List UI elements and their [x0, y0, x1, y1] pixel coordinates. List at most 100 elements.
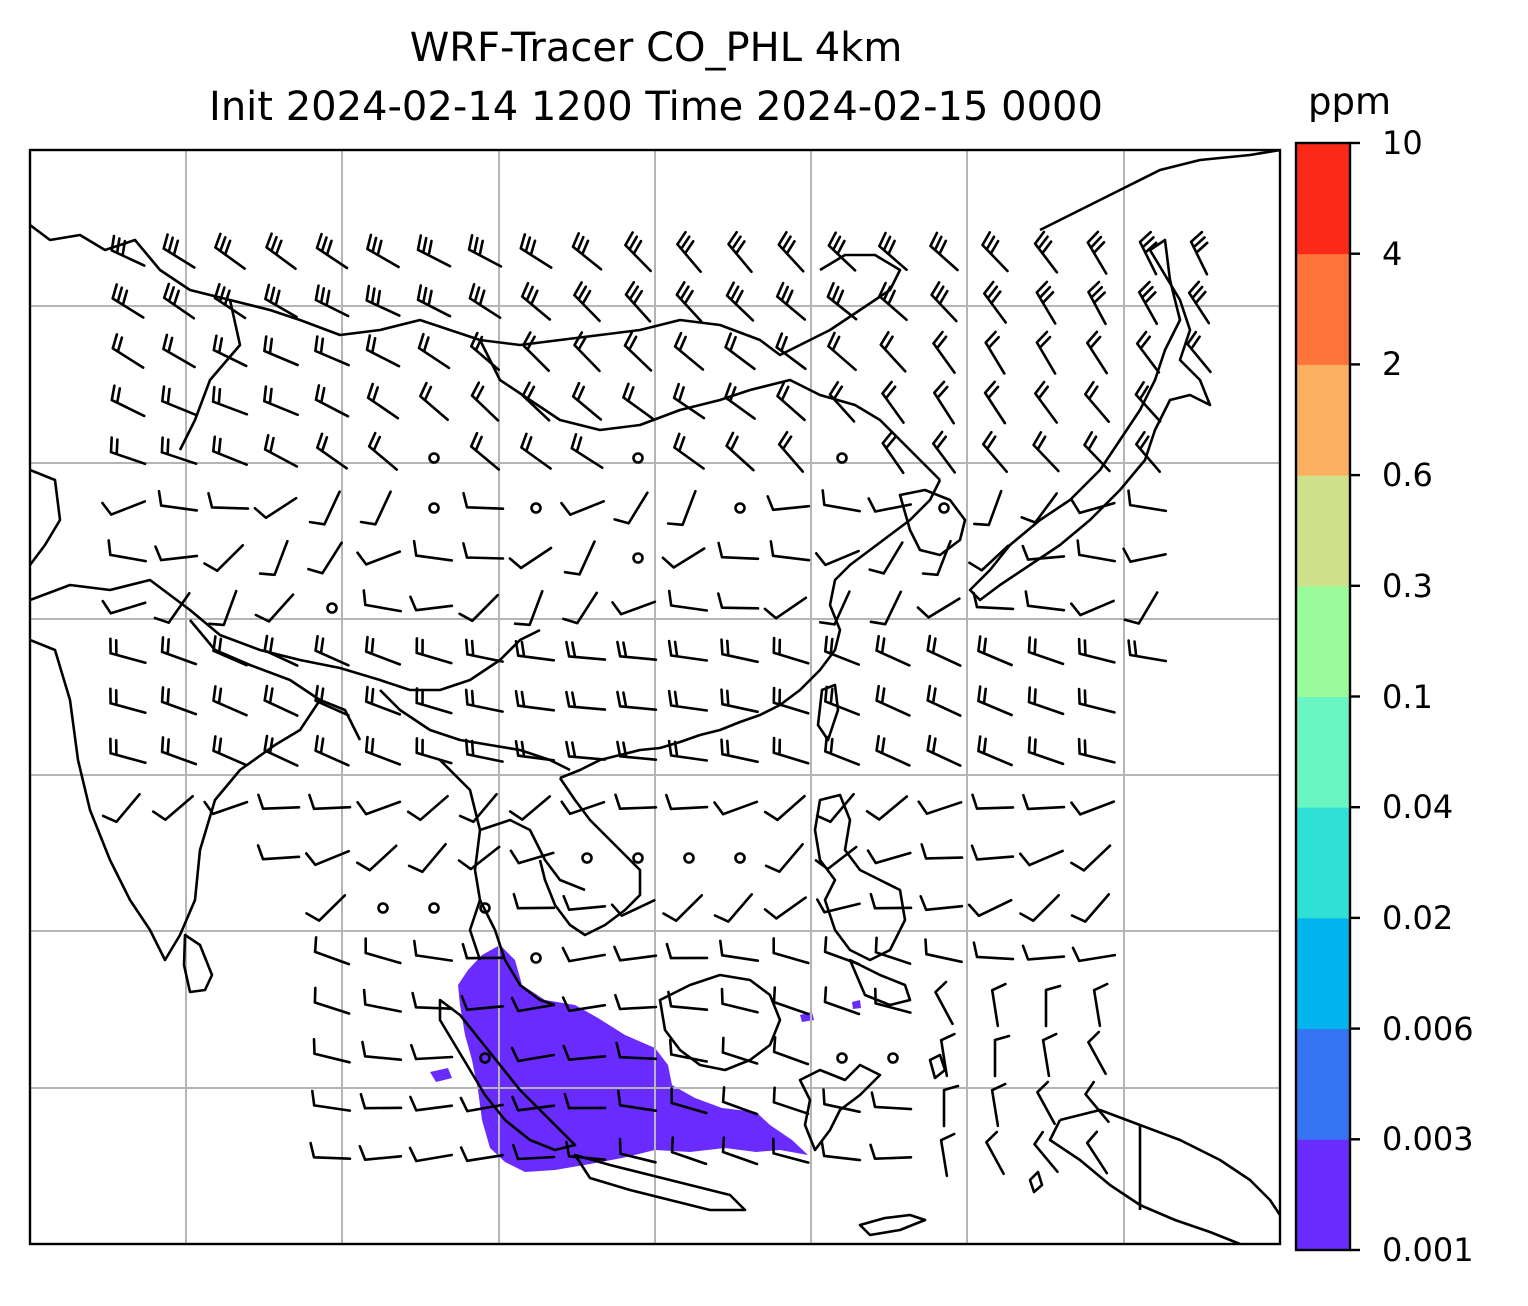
coastline-sulawesi: [798, 1063, 882, 1152]
wind-barb-calm: [530, 952, 542, 964]
wind-barb: [673, 331, 705, 371]
wind-barb: [470, 331, 500, 371]
wind-barb: [1137, 280, 1159, 325]
wind-barb: [725, 281, 755, 322]
map-area: [30, 150, 1280, 1244]
wind-barb: [763, 596, 808, 620]
wind-barb: [1033, 230, 1059, 274]
wind-barb: [939, 1132, 956, 1178]
wind-barb: [763, 896, 807, 920]
wind-barb: [939, 1032, 956, 1078]
colorbar-band: [1296, 585, 1350, 697]
wind-barb: [364, 635, 402, 666]
wind-barb: [610, 899, 656, 917]
wind-barb: [314, 634, 350, 667]
wind-barb: [881, 380, 905, 424]
wind-barb: [776, 381, 806, 422]
wind-barb: [362, 988, 402, 1013]
wind-barb: [311, 1089, 352, 1112]
wind-barb: [356, 844, 398, 872]
wind-barb-calm: [377, 902, 389, 914]
wind-barb: [972, 941, 1015, 961]
wind-barb: [1070, 844, 1112, 872]
wind-barb: [724, 382, 756, 420]
wind-barb: [157, 489, 199, 512]
coastline-japan: [968, 238, 1212, 602]
wind-barb: [672, 382, 706, 420]
wind-barb: [878, 281, 908, 322]
colorbar-band: [1296, 1139, 1350, 1251]
wind-barb-calm: [938, 502, 950, 514]
wind-barb: [410, 1043, 454, 1061]
border-mongolia: [178, 299, 242, 451]
wind-barb-calm: [479, 902, 491, 914]
wind-barb: [990, 982, 1007, 1028]
wind-barb: [562, 591, 598, 625]
wind-barb: [419, 381, 449, 421]
wind-barb: [665, 793, 709, 811]
wind-barb: [101, 500, 147, 516]
wind-barb: [211, 385, 249, 416]
wind-barb: [469, 431, 501, 471]
wind-barb: [1092, 982, 1109, 1028]
wind-barb: [212, 685, 248, 717]
wind-barb: [868, 541, 904, 575]
wind-barb: [565, 690, 607, 711]
wind-barb: [670, 1087, 708, 1115]
wind-barb: [926, 684, 962, 717]
colorbar-unit-label: ppm: [1308, 80, 1392, 123]
wind-barb: [207, 492, 250, 510]
wind-barb: [305, 894, 347, 922]
wind-barb: [865, 795, 909, 821]
colorbar-band: [1296, 1028, 1350, 1140]
wind-barb: [977, 635, 1013, 667]
wind-barb: [881, 430, 905, 475]
wind-barb: [162, 233, 196, 269]
wind-barb: [154, 545, 199, 562]
wind-barb: [724, 332, 756, 371]
wind-barb: [364, 685, 402, 716]
wind-barb: [772, 686, 810, 715]
coastline-island: [928, 1053, 947, 1080]
wind-barb: [212, 334, 248, 368]
wind-barb-calm: [836, 1052, 848, 1064]
wind-barb: [821, 489, 861, 513]
colorbar-tick-label: 0.003: [1382, 1120, 1474, 1159]
wind-barb: [720, 738, 759, 764]
wind-barb: [827, 331, 857, 372]
wind-barb: [662, 894, 704, 922]
border-china-north: [478, 339, 751, 432]
wind-barb: [1077, 737, 1116, 764]
wind-barb: [1021, 944, 1066, 961]
wind-barb: [1077, 637, 1116, 664]
wind-barb: [256, 844, 301, 861]
wind-barb: [917, 800, 963, 815]
wind-barb: [870, 1091, 913, 1111]
wind-barb: [1135, 330, 1161, 374]
wind-barb: [1022, 793, 1066, 811]
wind-barb: [560, 800, 606, 816]
coastline-sakhalin: [1039, 150, 1280, 232]
wind-barb: [263, 434, 299, 468]
wind-barb: [815, 549, 860, 567]
wind-barb: [160, 636, 198, 666]
wind-barb: [1087, 280, 1107, 326]
wind-barb: [263, 684, 299, 717]
wind-barb: [725, 431, 755, 472]
wind-barb: [253, 496, 298, 520]
wind-barb: [667, 639, 709, 662]
wind-barb: [875, 734, 911, 767]
wind-barb: [308, 793, 352, 811]
wind-barb: [258, 539, 289, 577]
wind-barb: [1083, 431, 1111, 473]
wind-barb: [772, 1086, 810, 1115]
wind-barbs: [101, 230, 1212, 1178]
colorbar-band: [1296, 253, 1350, 365]
wind-barb-calm: [683, 852, 695, 864]
wind-barb: [208, 589, 238, 627]
wind-barb: [111, 333, 145, 369]
wind-barb: [160, 736, 198, 766]
wind-barb: [967, 898, 1013, 918]
wind-barb: [565, 640, 607, 661]
wind-barb: [264, 283, 298, 319]
